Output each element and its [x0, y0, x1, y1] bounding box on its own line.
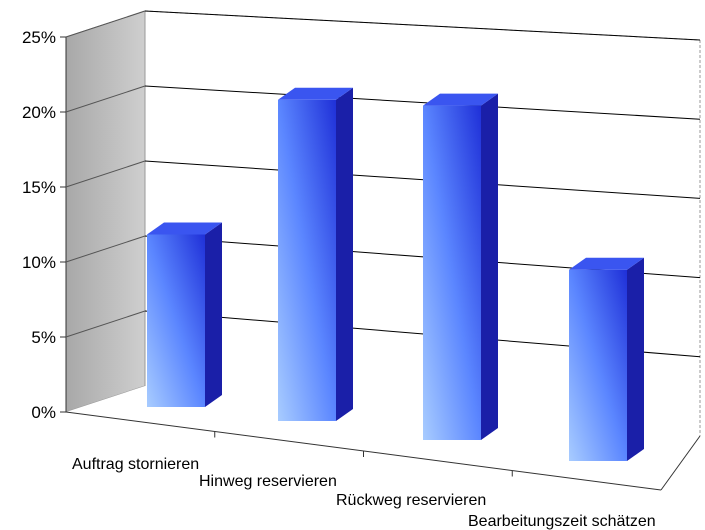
y-tick-label: 0%	[31, 403, 56, 422]
x-axis-ticks	[214, 431, 513, 477]
bar-top-face	[147, 222, 222, 235]
category-label: Rückweg reservieren	[336, 492, 486, 509]
bar-front-face	[147, 234, 205, 407]
gridline-wall	[65, 235, 146, 263]
floor-right-edge	[660, 435, 701, 491]
y-tick-label: 10%	[22, 253, 56, 272]
y-tick-label: 15%	[22, 178, 56, 197]
bar-side-face	[627, 257, 644, 461]
y-tick-label: 20%	[22, 103, 56, 122]
floor	[66, 386, 700, 490]
gridline	[144, 85, 701, 120]
y-axis-ticks: 0% 5% 10% 15% 20% 25%	[22, 28, 66, 422]
y-tick-label: 25%	[22, 28, 56, 47]
bar-top-face	[423, 93, 498, 106]
bar	[569, 257, 644, 461]
bar-top-face	[569, 257, 644, 270]
gridline-wall	[65, 160, 146, 188]
bar	[278, 87, 353, 422]
bar	[147, 222, 222, 407]
bar-side-face	[205, 222, 222, 407]
bars	[147, 87, 644, 461]
y-tick-label: 5%	[31, 328, 56, 347]
left-wall	[65, 10, 146, 413]
bar	[423, 93, 498, 440]
bar-side-face	[336, 87, 353, 422]
bar-front-face	[278, 99, 336, 422]
gridline	[144, 10, 701, 41]
gridline-wall	[65, 85, 146, 113]
gridline	[144, 160, 701, 199]
gridline-wall	[65, 310, 146, 338]
bar-front-face	[423, 105, 481, 440]
category-label: Auftrag stornieren	[72, 456, 199, 473]
bar-top-face	[278, 87, 353, 100]
bar-front-face	[569, 269, 627, 461]
gridline-wall	[65, 10, 146, 38]
category-label: Hinweg reservieren	[199, 473, 337, 490]
category-label: Bearbeitungszeit schätzen	[468, 513, 656, 530]
bar-side-face	[481, 93, 498, 440]
